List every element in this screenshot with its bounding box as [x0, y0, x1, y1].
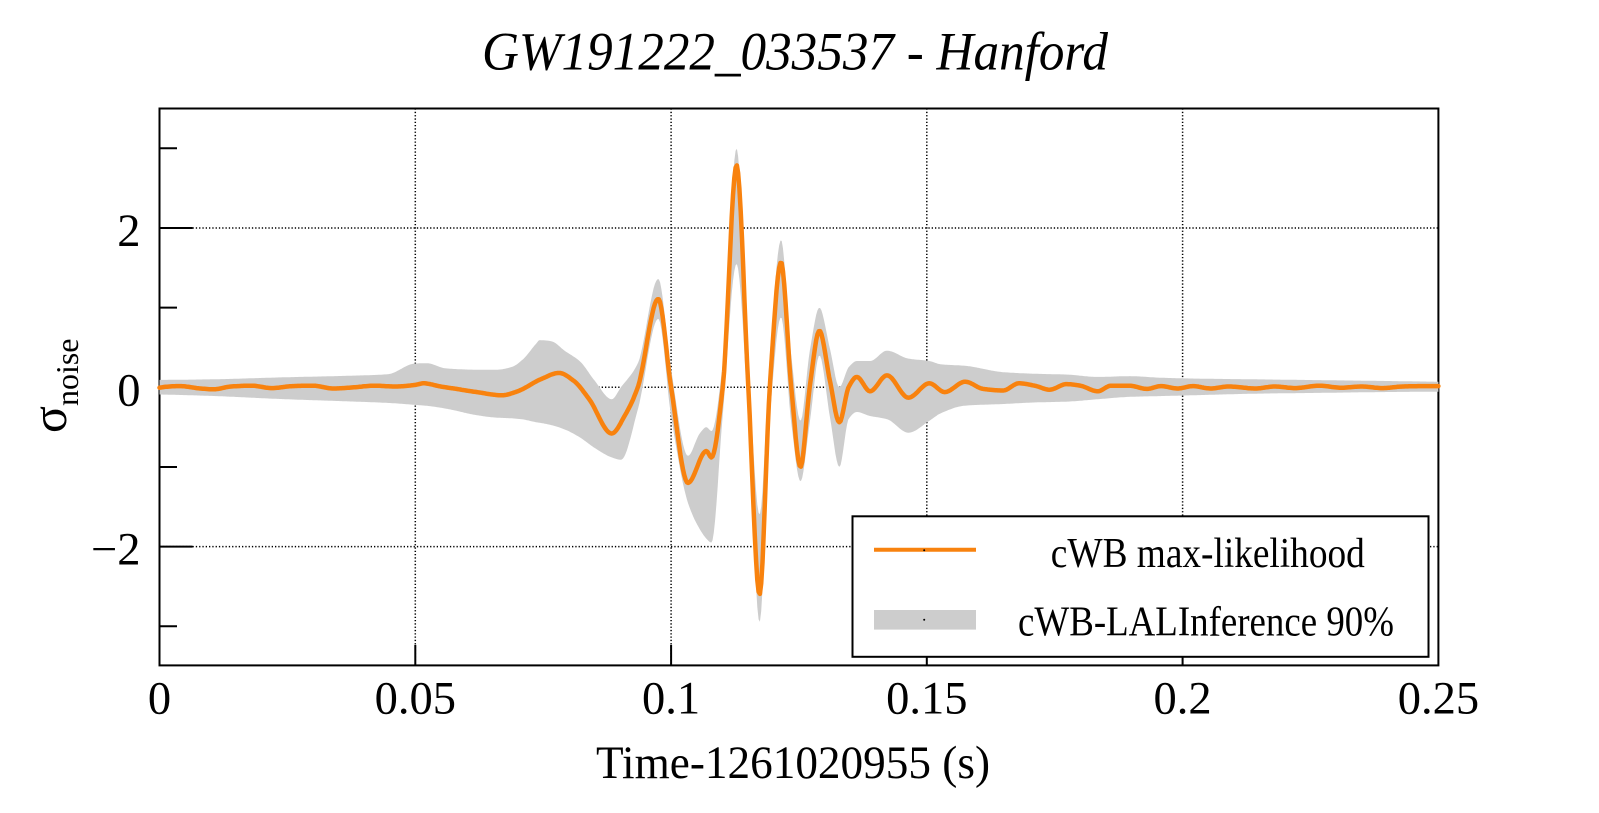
svg-text:0.25: 0.25 — [1398, 674, 1479, 725]
svg-text:0.2: 0.2 — [1154, 674, 1212, 725]
svg-text:0: 0 — [117, 365, 140, 416]
svg-text:cWB max-likelihood: cWB max-likelihood — [1051, 531, 1365, 577]
svg-text:GW191222_033537 - Hanford: GW191222_033537 - Hanford — [482, 22, 1109, 82]
svg-text:−2: −2 — [91, 525, 140, 576]
svg-text:0.15: 0.15 — [886, 674, 967, 725]
svg-text:cWB-LALInference 90%: cWB-LALInference 90% — [1018, 600, 1394, 646]
svg-text:0.05: 0.05 — [375, 674, 456, 725]
svg-text:2: 2 — [117, 206, 140, 257]
svg-text:0: 0 — [148, 674, 171, 725]
svg-text:Time-1261020955 (s): Time-1261020955 (s) — [596, 737, 990, 789]
svg-text:0.1: 0.1 — [642, 674, 700, 725]
